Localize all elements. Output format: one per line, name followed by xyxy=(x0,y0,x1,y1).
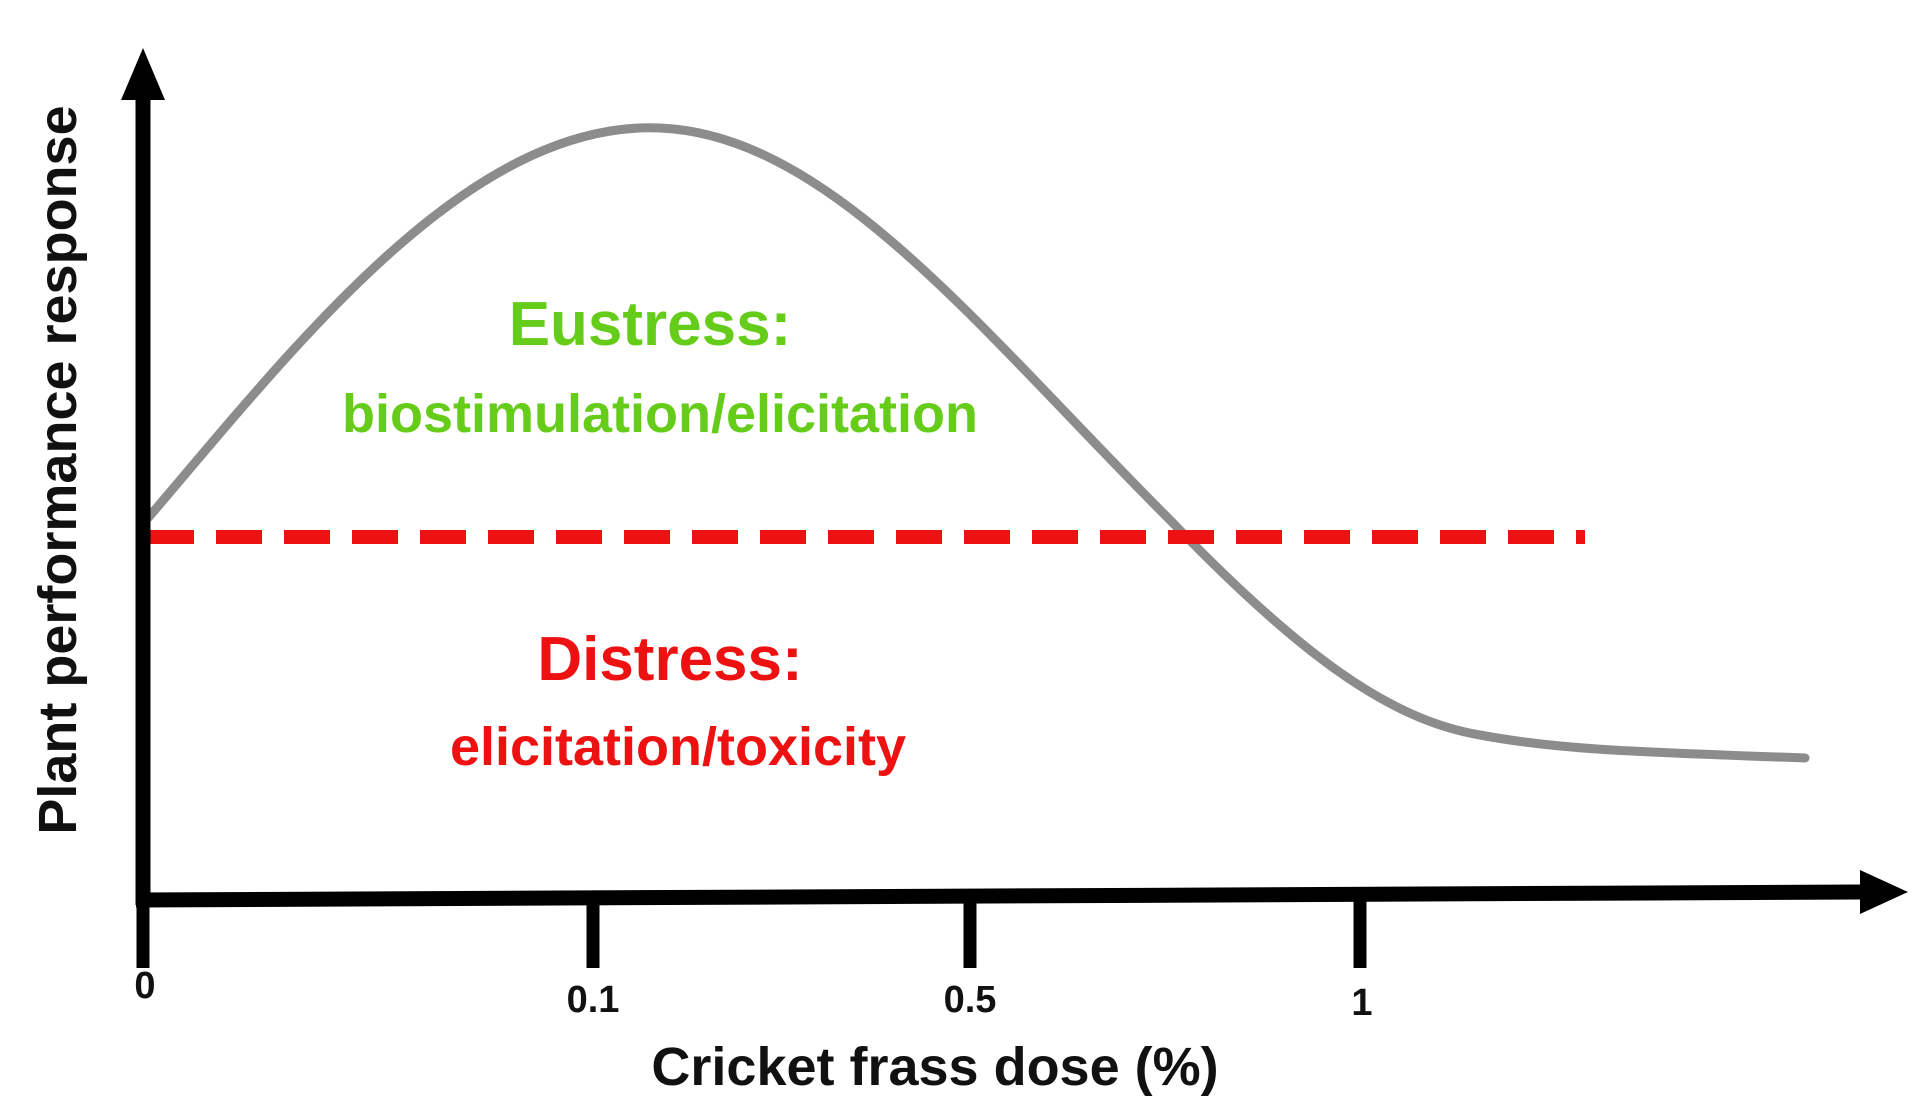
x-tick-label: 0.5 xyxy=(944,979,997,1021)
distress-title: Distress: xyxy=(537,625,802,694)
x-axis-arrowhead xyxy=(1860,870,1908,914)
x-tick-label: 1 xyxy=(1351,982,1372,1024)
y-axis-label: Plant performance response xyxy=(28,105,88,834)
distress-subtitle: elicitation/toxicity xyxy=(450,717,906,777)
eustress-subtitle: biostimulation/elicitation xyxy=(342,384,978,444)
x-axis xyxy=(135,884,1861,908)
x-tick-label: 0.1 xyxy=(567,979,620,1021)
eustress-title: Eustress: xyxy=(509,290,792,359)
x-tick-label: 0 xyxy=(134,965,155,1007)
y-axis-arrowhead xyxy=(121,48,165,100)
response-curve xyxy=(143,123,1810,763)
x-axis-label: Cricket frass dose (%) xyxy=(651,1037,1218,1097)
